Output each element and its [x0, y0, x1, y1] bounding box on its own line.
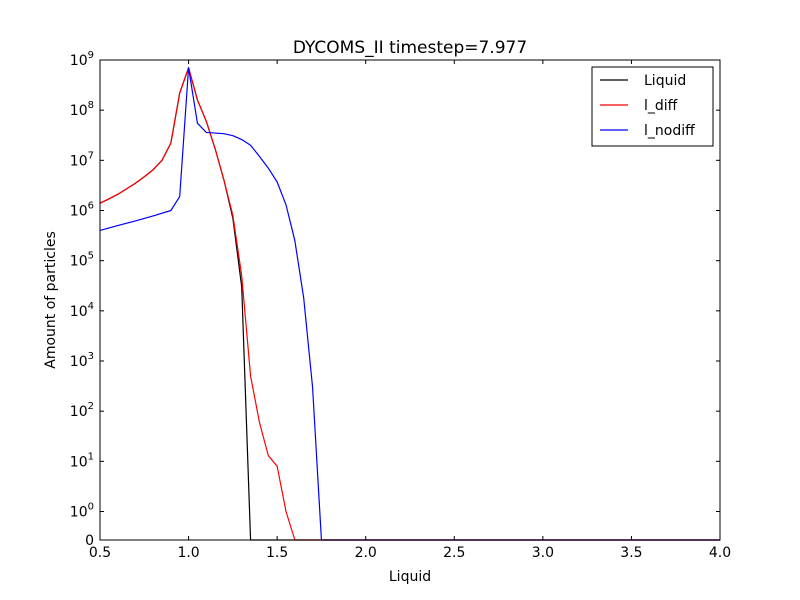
y-tick-label: 104 — [70, 301, 94, 320]
legend-label: Liquid — [644, 73, 686, 89]
chart-title: DYCOMS_II timestep=7.977 — [293, 38, 527, 58]
y-tick-label: 102 — [70, 401, 94, 420]
x-tick-label: 2.5 — [443, 545, 465, 561]
x-tick-label: 3.5 — [620, 545, 642, 561]
x-tick-label: 3.0 — [532, 545, 554, 561]
y-tick-label: 103 — [70, 351, 94, 370]
x-axis-ticks: 0.5 1.0 1.5 2.0 2.5 3.0 3.5 4.0 — [89, 60, 731, 561]
legend: Liquid l_diff l_nodiff — [591, 66, 714, 147]
x-tick-label: 4.0 — [709, 545, 731, 561]
y-tick-label: 106 — [70, 201, 94, 220]
y-tick-label: 105 — [70, 251, 94, 270]
x-axis-label: Liquid — [389, 569, 431, 585]
y-tick-label: 108 — [70, 100, 94, 119]
y-tick-label: 101 — [70, 451, 94, 470]
x-tick-label: 0.5 — [89, 545, 111, 561]
x-tick-label: 1.5 — [266, 545, 288, 561]
legend-label: l_nodiff — [644, 123, 695, 139]
y-tick-label: 107 — [70, 150, 94, 169]
y-tick-label: 100 — [70, 502, 94, 521]
y-tick-label: 0 — [85, 533, 94, 549]
y-axis-label: Amount of particles — [43, 231, 59, 369]
x-tick-label: 2.0 — [355, 545, 377, 561]
axes-frame — [99, 59, 721, 541]
legend-label: l_diff — [644, 98, 678, 114]
x-tick-label: 1.0 — [177, 545, 199, 561]
y-tick-label: 109 — [70, 50, 94, 69]
y-axis-ticks: 0 100 101 102 103 104 105 106 107 108 109 — [70, 50, 720, 549]
